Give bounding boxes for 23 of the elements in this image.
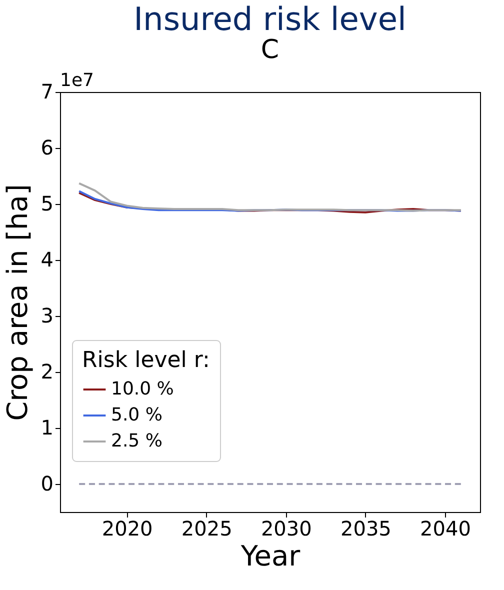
y-tick-label: 0 — [40, 472, 54, 496]
legend-title: Risk level r: — [82, 348, 210, 373]
x-tick-label: 2030 — [260, 516, 312, 540]
legend-label: 2.5 % — [111, 430, 162, 452]
line-series — [78, 182, 462, 212]
y-tick-label: 5 — [40, 192, 54, 216]
y-tick-label: 7 — [40, 80, 54, 104]
chart-title: Insured risk level — [134, 0, 406, 38]
x-tick-label: 2020 — [102, 516, 153, 540]
y-tick-label: 3 — [40, 304, 54, 328]
y-tick-label: 1 — [40, 416, 54, 440]
text: 1e7 — [60, 70, 94, 91]
y-tick-label: 6 — [40, 136, 54, 160]
legend-label: 5.0 % — [111, 404, 162, 426]
y-tick-label: 2 — [40, 360, 54, 384]
y-tick-label: 4 — [40, 248, 54, 272]
x-axis-title: Year — [240, 540, 301, 572]
x-tick-label: 2035 — [340, 516, 392, 540]
x-tick-label: 2025 — [181, 516, 232, 540]
y-axis-title: Crop area in [ha] — [0, 184, 34, 421]
x-tick-label: 2040 — [420, 516, 471, 540]
legend-label: 10.0 % — [111, 378, 174, 400]
chart-subtitle: C — [260, 35, 280, 65]
